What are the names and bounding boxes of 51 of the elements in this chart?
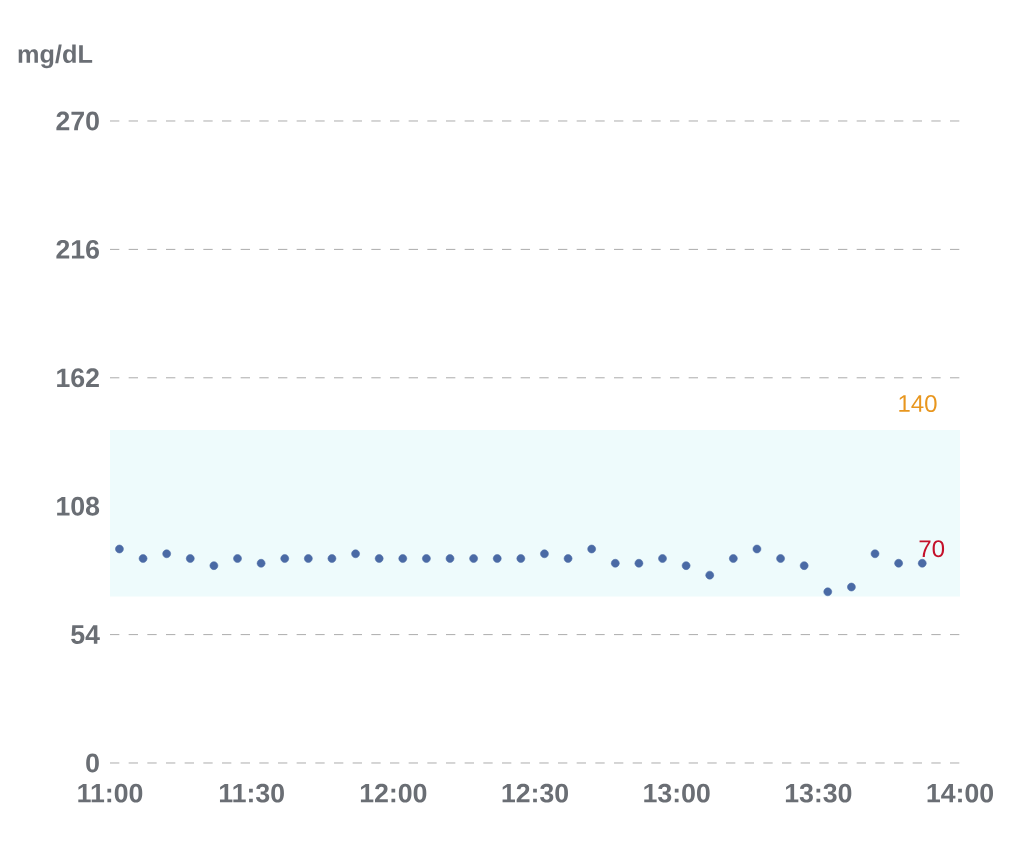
y-tick-label: 162 bbox=[57, 368, 99, 388]
x-tick-label: 13:00 bbox=[644, 783, 710, 803]
point bbox=[823, 587, 833, 597]
point bbox=[304, 554, 313, 563]
point bbox=[870, 549, 880, 559]
point bbox=[516, 554, 526, 563]
x-tick-label: 12:00 bbox=[360, 783, 427, 803]
point bbox=[563, 554, 573, 563]
point bbox=[729, 554, 738, 563]
point bbox=[256, 558, 266, 568]
point bbox=[847, 582, 856, 592]
point bbox=[492, 554, 502, 563]
point bbox=[327, 554, 337, 563]
point bbox=[752, 544, 762, 554]
y-tick-label: 108 bbox=[57, 496, 100, 516]
y-tick-label: 270 bbox=[56, 111, 99, 131]
point bbox=[799, 561, 809, 570]
point bbox=[705, 570, 715, 580]
y-tick-label: 0 bbox=[86, 753, 99, 773]
point bbox=[445, 554, 455, 563]
point bbox=[374, 554, 384, 563]
point bbox=[115, 544, 124, 554]
point bbox=[894, 558, 903, 568]
annotation: 70 bbox=[919, 540, 945, 558]
point bbox=[658, 554, 667, 563]
point bbox=[209, 561, 219, 570]
point bbox=[280, 554, 290, 563]
point bbox=[422, 554, 431, 563]
x-tick-label: 11:00 bbox=[78, 783, 143, 803]
annotation: 140 bbox=[899, 395, 937, 413]
y-tick-label: 54 bbox=[71, 625, 100, 644]
point bbox=[634, 558, 644, 568]
point bbox=[233, 554, 242, 563]
point bbox=[611, 558, 620, 568]
x-tick-label: 12:30 bbox=[502, 783, 568, 803]
point bbox=[681, 561, 691, 570]
point bbox=[776, 554, 785, 563]
point bbox=[469, 554, 478, 563]
point bbox=[398, 554, 408, 563]
x-tick-label: 14:00 bbox=[927, 783, 994, 803]
point bbox=[917, 558, 927, 568]
y-tick-label: 216 bbox=[56, 239, 99, 259]
point bbox=[186, 554, 195, 563]
y-axis-title: mg/dL bbox=[18, 44, 93, 69]
point bbox=[540, 549, 549, 559]
point bbox=[138, 554, 148, 563]
x-tick-label: 13:30 bbox=[785, 783, 852, 803]
point bbox=[351, 549, 360, 559]
point bbox=[162, 549, 171, 559]
x-tick-label: 11:30 bbox=[219, 783, 284, 803]
point bbox=[587, 544, 596, 554]
